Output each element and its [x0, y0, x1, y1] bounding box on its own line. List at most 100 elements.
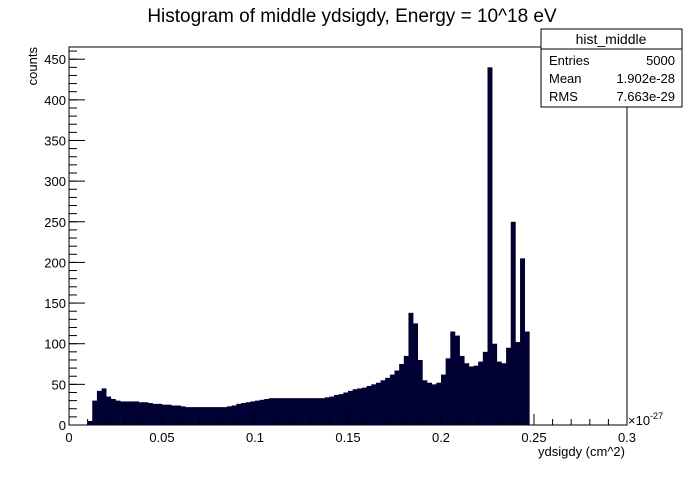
histogram-bar [478, 361, 484, 425]
histogram-bar [436, 382, 442, 425]
histogram-bar [129, 401, 135, 425]
histogram-bar [408, 312, 414, 425]
histogram-bar [101, 388, 107, 425]
x-axis-exponent: ×10-27 [628, 411, 663, 428]
histogram-bar [329, 396, 335, 425]
stats-box: hist_middle Entries 5000 Mean 1.902e-28 … [540, 28, 683, 108]
histogram-bar [375, 382, 381, 425]
histogram-bar [427, 382, 432, 425]
histogram-bar [273, 398, 279, 425]
histogram-bar [324, 397, 330, 425]
histogram-bar [422, 380, 428, 425]
histogram-bar [454, 335, 460, 425]
y-tick-label: 300 [44, 174, 66, 189]
histogram-bar [175, 405, 181, 425]
x-exponent-base: ×10 [628, 413, 650, 428]
stats-mean-label: Mean [549, 71, 582, 86]
y-tick-label: 150 [44, 296, 66, 311]
histogram-bar [366, 385, 372, 425]
histogram-bar [96, 390, 102, 425]
histogram-bar [380, 380, 386, 425]
histogram-bar [306, 398, 312, 425]
histogram-bar [399, 364, 405, 425]
histogram-bar [227, 406, 233, 425]
histogram-bar [157, 403, 163, 425]
histogram-bar [241, 403, 246, 425]
histogram-bar [310, 398, 316, 425]
histogram-bar [87, 420, 93, 425]
histogram-bar [180, 406, 186, 425]
y-tick-label: 100 [44, 337, 66, 352]
histogram-bar [217, 407, 223, 425]
x-exponent-power: -27 [650, 411, 663, 421]
y-tick-label: 250 [44, 215, 66, 230]
histogram-bar [296, 398, 302, 425]
histogram-bar [506, 347, 512, 425]
histogram-bar [510, 221, 516, 425]
histogram-bar [348, 390, 353, 425]
histogram-bar [431, 384, 437, 425]
histogram-bar [482, 351, 488, 425]
histogram-bar [208, 407, 214, 425]
x-tick-label: 0.15 [335, 430, 360, 445]
x-axis: 0 0.05 0.1 0.15 0.2 0.25 0.3 [65, 414, 636, 445]
histogram-bar [520, 258, 525, 425]
y-tick-label: 0 [59, 418, 66, 433]
y-tick-label: 450 [44, 52, 66, 67]
histogram-bar [301, 398, 307, 425]
histogram-bar [441, 374, 446, 425]
stats-rms-value: 7.663e-29 [616, 89, 675, 104]
x-tick-label: 0.25 [521, 430, 546, 445]
histogram-bar [352, 389, 358, 425]
histogram-bar [259, 399, 265, 425]
histogram-bar [357, 388, 363, 425]
histogram-bar [115, 400, 121, 425]
histogram-bar [496, 361, 502, 425]
y-axis-label: counts [25, 47, 40, 86]
histogram-bar [413, 323, 419, 425]
histogram-bar [468, 366, 474, 425]
histogram-bar [255, 400, 260, 425]
histogram-bar [162, 404, 167, 425]
histogram-bar [450, 331, 456, 425]
histogram-bar [287, 398, 293, 425]
histogram-bar [282, 398, 288, 425]
histogram-bar [171, 405, 177, 425]
stats-histogram-name: hist_middle [576, 31, 647, 47]
histogram-bar [199, 407, 205, 425]
x-tick-label: 0.05 [149, 430, 174, 445]
x-tick-label: 0.2 [432, 430, 450, 445]
histogram-bar [394, 370, 400, 425]
histogram-bar [320, 398, 326, 425]
histogram-bar [231, 405, 237, 425]
histogram-bar [343, 392, 349, 425]
histogram-bar [361, 387, 367, 425]
histogram-bar [501, 363, 507, 425]
histogram-bar [250, 401, 256, 425]
bars-group [87, 67, 530, 425]
histogram-bar [148, 403, 153, 425]
histogram-bar [110, 398, 116, 425]
histogram-bar [464, 363, 470, 425]
stats-mean-value: 1.902e-28 [616, 71, 675, 86]
stats-box-frame [540, 28, 683, 108]
histogram-bar [487, 67, 493, 425]
x-tick-label: 0.3 [618, 430, 636, 445]
x-tick-label: 0 [65, 430, 72, 445]
histogram-bar [492, 343, 498, 425]
histogram-bar [189, 407, 195, 425]
histogram-bar [222, 407, 228, 425]
chart-title: Histogram of middle ydsigdy, Energy = 10… [147, 6, 557, 27]
histogram-bar [315, 398, 321, 425]
histogram-bar [203, 407, 209, 425]
histogram-bar [134, 401, 140, 425]
histogram-bar [403, 355, 409, 425]
histogram-bar [268, 398, 274, 425]
x-axis-label: ydsigdy (cm^2) [538, 444, 625, 459]
histogram-bar [473, 365, 479, 425]
x-tick-label: 0.1 [246, 430, 264, 445]
y-axis: 0 50 100 150 200 250 300 350 400 450 [44, 50, 85, 433]
histogram-bar [106, 396, 112, 425]
